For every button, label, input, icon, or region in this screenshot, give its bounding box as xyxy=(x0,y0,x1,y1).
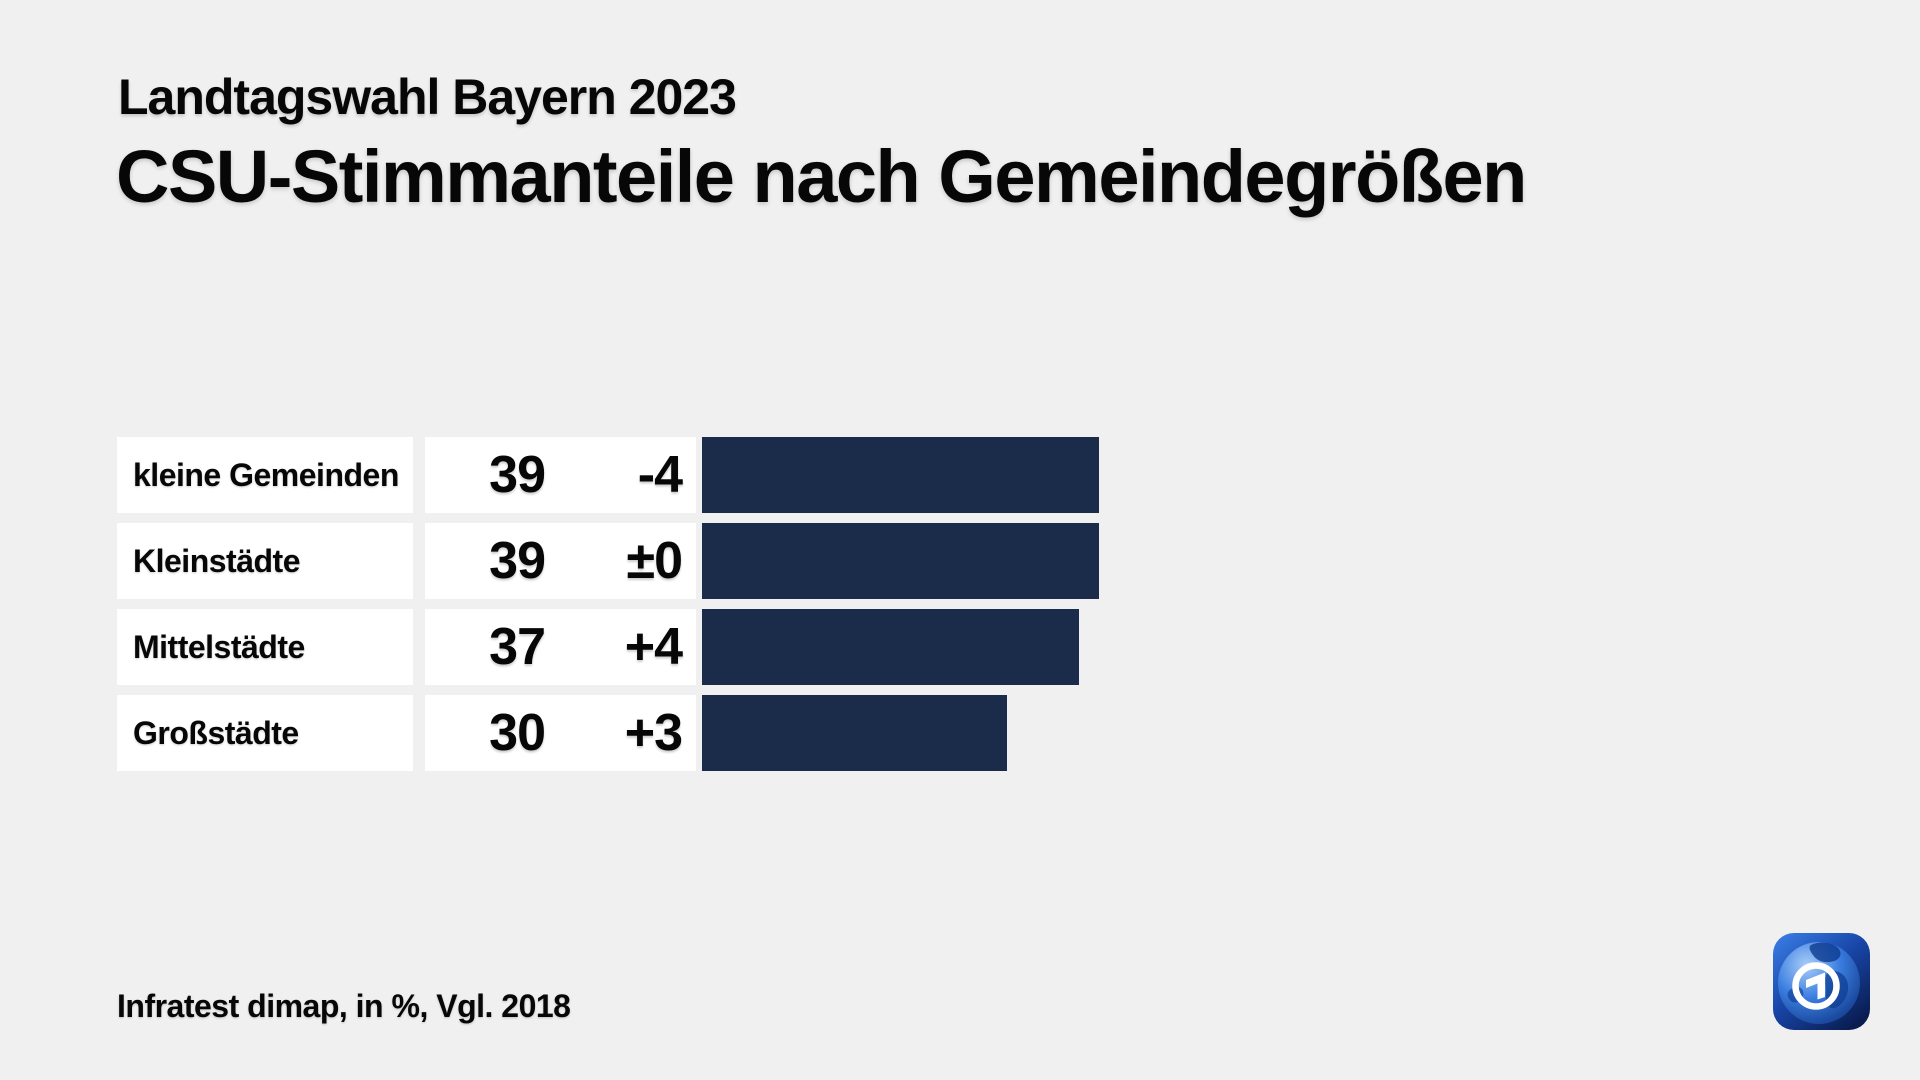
bar xyxy=(702,523,1099,599)
table-row: kleine Gemeinden 39 -4 xyxy=(117,437,1099,513)
category-label: Mittelstädte xyxy=(117,609,413,685)
table-row: Großstädte 30 +3 xyxy=(117,695,1099,771)
bar-table: kleine Gemeinden 39 -4 Kleinstädte 39 ±0… xyxy=(117,437,1099,781)
value-diff: -4 xyxy=(637,446,683,504)
globe-icon xyxy=(1773,933,1870,1030)
value-cell: 39 -4 xyxy=(425,437,696,513)
value-cell: 37 +4 xyxy=(425,609,696,685)
value-cell: 39 ±0 xyxy=(425,523,696,599)
value-cell: 30 +3 xyxy=(425,695,696,771)
value-diff: ±0 xyxy=(626,532,683,590)
category-label: Großstädte xyxy=(117,695,413,771)
chart-title: CSU-Stimmanteile nach Gemeindegrößen xyxy=(116,135,1527,218)
ard-tagesschau-logo-icon xyxy=(1773,933,1870,1030)
bar xyxy=(702,437,1099,513)
value-percent: 39 xyxy=(489,532,546,590)
table-row: Mittelstädte 37 +4 xyxy=(117,609,1099,685)
value-percent: 39 xyxy=(489,446,546,504)
source-note: Infratest dimap, in %, Vgl. 2018 xyxy=(117,988,571,1024)
value-diff: +4 xyxy=(624,618,683,676)
bar xyxy=(702,695,1007,771)
chart-kicker: Landtagswahl Bayern 2023 xyxy=(118,69,737,125)
bar xyxy=(702,609,1079,685)
category-label: Kleinstädte xyxy=(117,523,413,599)
value-percent: 37 xyxy=(489,618,546,676)
table-row: Kleinstädte 39 ±0 xyxy=(117,523,1099,599)
value-diff: +3 xyxy=(624,704,683,762)
value-percent: 30 xyxy=(489,704,546,762)
category-label: kleine Gemeinden xyxy=(117,437,413,513)
